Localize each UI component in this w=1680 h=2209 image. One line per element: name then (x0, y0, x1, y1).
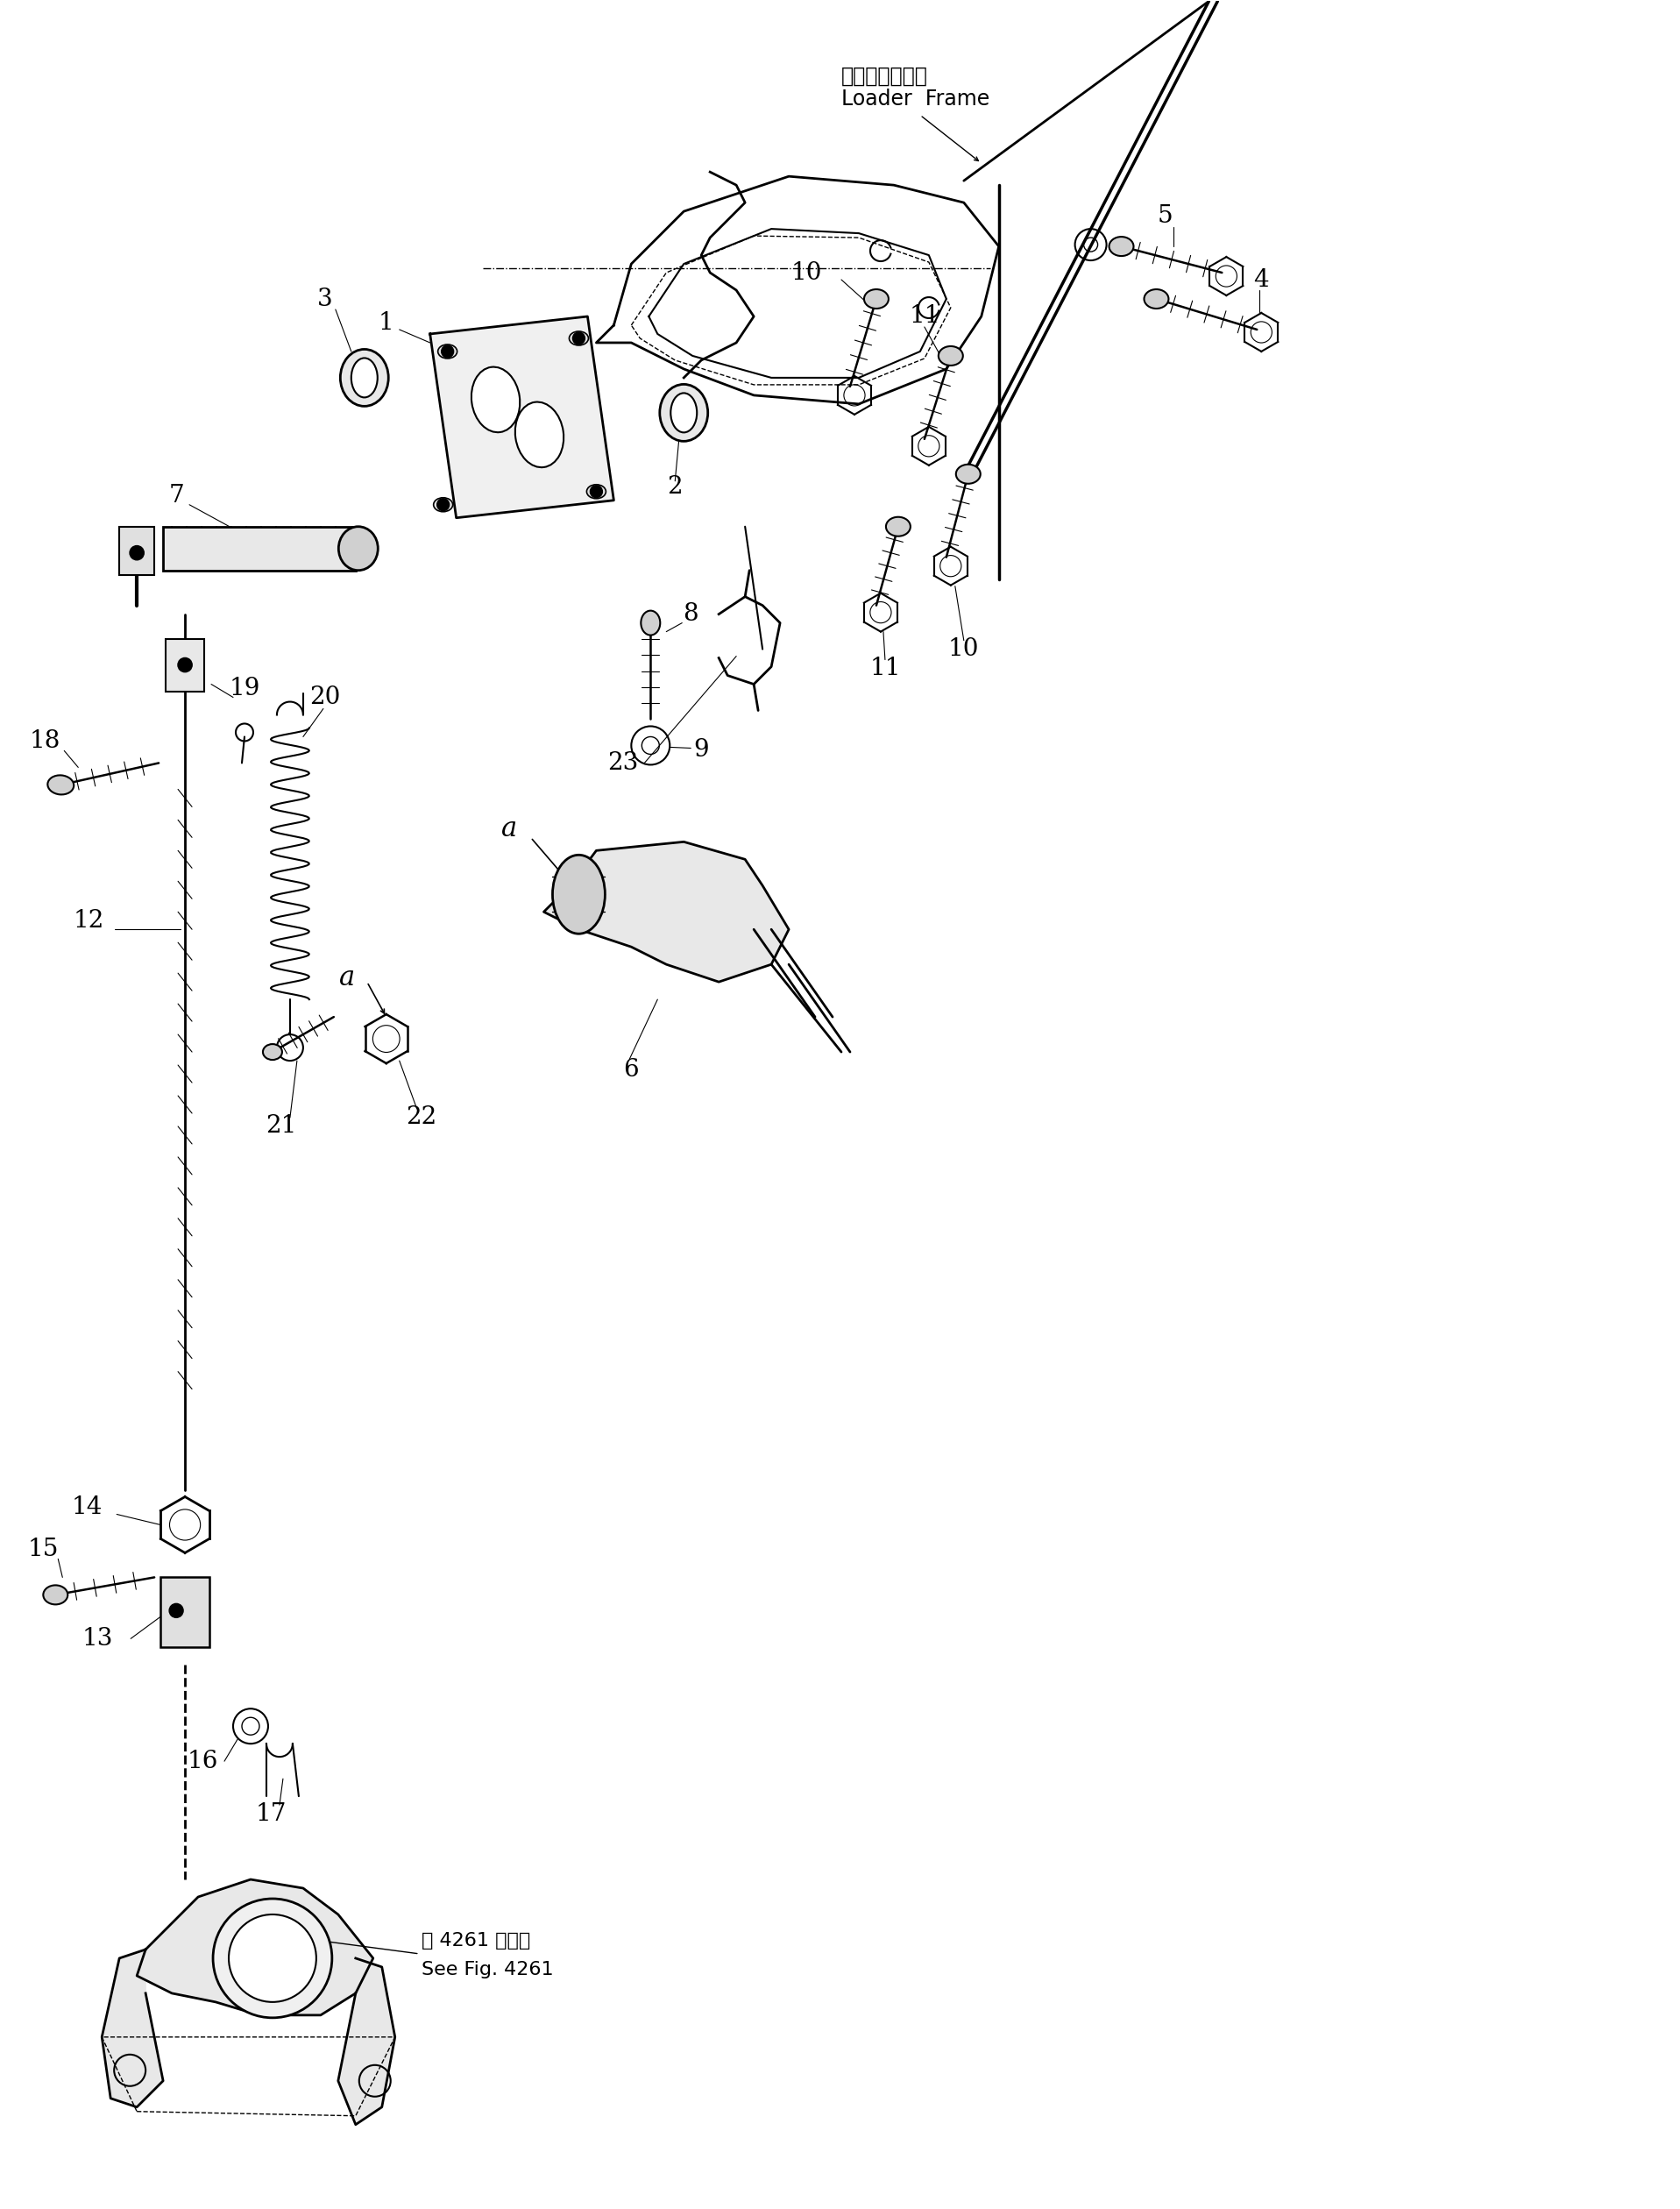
Ellipse shape (885, 517, 911, 537)
Text: 4: 4 (1253, 267, 1268, 292)
Ellipse shape (586, 484, 606, 499)
Text: 8: 8 (684, 603, 699, 625)
Circle shape (437, 499, 449, 510)
Circle shape (129, 546, 144, 559)
Text: a: a (339, 963, 354, 992)
Bar (163, 526, 356, 570)
Text: 16: 16 (186, 1750, 218, 1774)
Text: 14: 14 (72, 1495, 102, 1520)
Text: Loader  Frame: Loader Frame (842, 88, 990, 110)
Text: 5: 5 (1158, 203, 1173, 228)
Ellipse shape (640, 610, 660, 636)
Text: 2: 2 (667, 475, 682, 499)
Text: 7: 7 (168, 484, 185, 508)
Polygon shape (102, 1951, 163, 2107)
Text: 12: 12 (74, 908, 104, 932)
Ellipse shape (341, 349, 388, 406)
Text: ローダフレーム: ローダフレーム (842, 64, 927, 86)
Text: 19: 19 (228, 676, 260, 700)
Ellipse shape (1109, 236, 1134, 256)
Ellipse shape (670, 393, 697, 433)
Text: 11: 11 (870, 656, 900, 680)
Text: 第 4261 図参照: 第 4261 図参照 (422, 1933, 531, 1951)
Text: 3: 3 (318, 287, 333, 311)
Ellipse shape (438, 345, 457, 358)
Ellipse shape (47, 775, 74, 795)
Text: 23: 23 (606, 751, 638, 775)
Text: 13: 13 (82, 1626, 113, 1650)
Ellipse shape (262, 1045, 282, 1060)
Bar (119, 526, 155, 574)
Text: 9: 9 (694, 738, 709, 762)
Text: a: a (501, 815, 517, 842)
Ellipse shape (433, 497, 454, 512)
Ellipse shape (660, 384, 707, 442)
Circle shape (442, 345, 454, 358)
Text: 1: 1 (378, 311, 395, 336)
Circle shape (178, 658, 192, 672)
Circle shape (590, 486, 603, 497)
Text: 10: 10 (948, 638, 979, 660)
Text: 21: 21 (265, 1116, 297, 1138)
Ellipse shape (339, 526, 378, 570)
Text: 17: 17 (255, 1803, 286, 1825)
Text: 18: 18 (30, 729, 60, 753)
Polygon shape (338, 1957, 395, 2125)
Text: 6: 6 (623, 1058, 638, 1082)
Text: 20: 20 (309, 685, 341, 709)
Polygon shape (544, 842, 790, 983)
Ellipse shape (939, 347, 963, 364)
Polygon shape (136, 1880, 373, 2015)
Ellipse shape (1144, 289, 1169, 309)
Text: See Fig. 4261: See Fig. 4261 (422, 1962, 553, 1979)
Text: 11: 11 (909, 305, 941, 329)
Ellipse shape (516, 402, 564, 468)
Ellipse shape (472, 367, 519, 433)
Bar (166, 638, 205, 691)
Ellipse shape (956, 464, 981, 484)
Circle shape (228, 1915, 316, 2001)
Circle shape (170, 1604, 183, 1617)
Circle shape (213, 1900, 333, 2017)
Ellipse shape (351, 358, 378, 398)
Ellipse shape (570, 331, 588, 345)
Text: 15: 15 (29, 1537, 59, 1562)
Text: 22: 22 (407, 1107, 437, 1129)
Ellipse shape (864, 289, 889, 309)
Ellipse shape (553, 855, 605, 934)
Circle shape (573, 331, 585, 345)
Polygon shape (430, 316, 613, 517)
Bar (161, 1577, 210, 1648)
Text: 10: 10 (791, 261, 822, 285)
Ellipse shape (44, 1586, 67, 1604)
